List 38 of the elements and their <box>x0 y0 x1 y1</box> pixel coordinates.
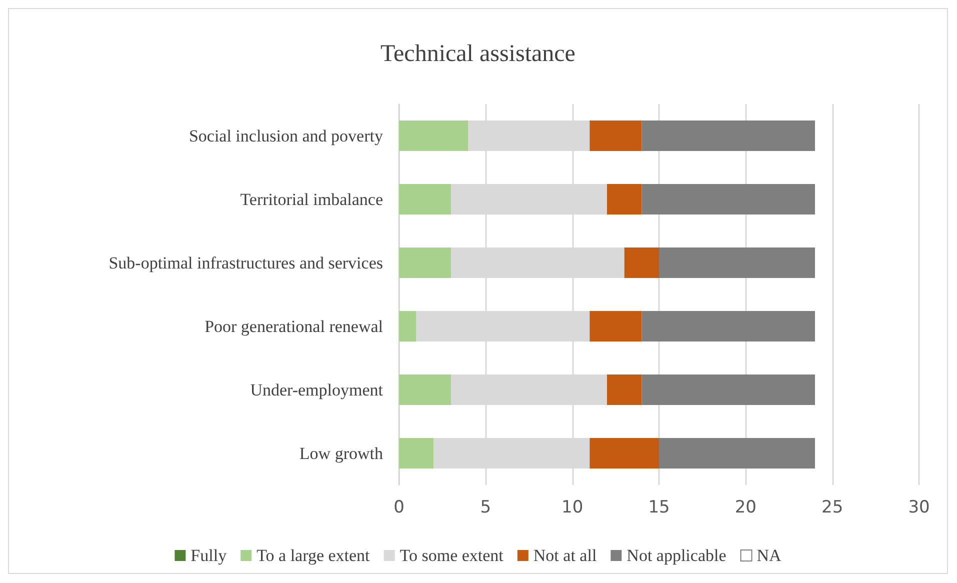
bar <box>399 248 451 278</box>
legend-label: Not at all <box>533 546 597 565</box>
bar <box>642 184 815 214</box>
bar <box>642 374 815 405</box>
legend-label: Not applicable <box>626 546 726 565</box>
legend-label: NA <box>756 546 782 565</box>
bar <box>399 438 434 468</box>
bar <box>642 120 815 151</box>
bar <box>607 374 642 405</box>
bar <box>399 374 451 405</box>
legend-label: Fully <box>190 546 228 565</box>
x-tick-label: 0 <box>394 498 404 518</box>
y-tick-label: Territorial imbalance <box>240 190 383 209</box>
legend-label: To some extent <box>400 546 504 565</box>
x-tick-label: 15 <box>648 498 670 518</box>
x-tick-label: 10 <box>562 498 584 518</box>
bar <box>590 438 659 468</box>
y-tick-label: Low growth <box>299 444 384 463</box>
x-tick-label: 30 <box>908 498 930 518</box>
bar <box>659 438 815 468</box>
bar <box>399 120 468 151</box>
legend-label: To a large extent <box>256 546 370 565</box>
y-tick-label: Under-employment <box>250 380 384 400</box>
bar <box>659 248 815 278</box>
bar <box>642 311 815 342</box>
x-tick-label: 20 <box>734 498 756 518</box>
bar <box>590 311 642 342</box>
x-tick-label: 5 <box>480 498 492 518</box>
y-tick-label: Poor generational renewal <box>204 316 384 336</box>
bar <box>590 120 642 151</box>
bar <box>607 184 642 214</box>
bar <box>624 248 659 278</box>
y-tick-label: Sub-optimal infrastructures and services <box>108 253 383 272</box>
chart-title: Technical assistance <box>380 41 576 67</box>
bar <box>399 311 416 342</box>
x-tick-label: 25 <box>822 498 844 518</box>
y-tick-label: Social inclusion and poverty <box>188 126 384 146</box>
bar <box>399 184 451 214</box>
